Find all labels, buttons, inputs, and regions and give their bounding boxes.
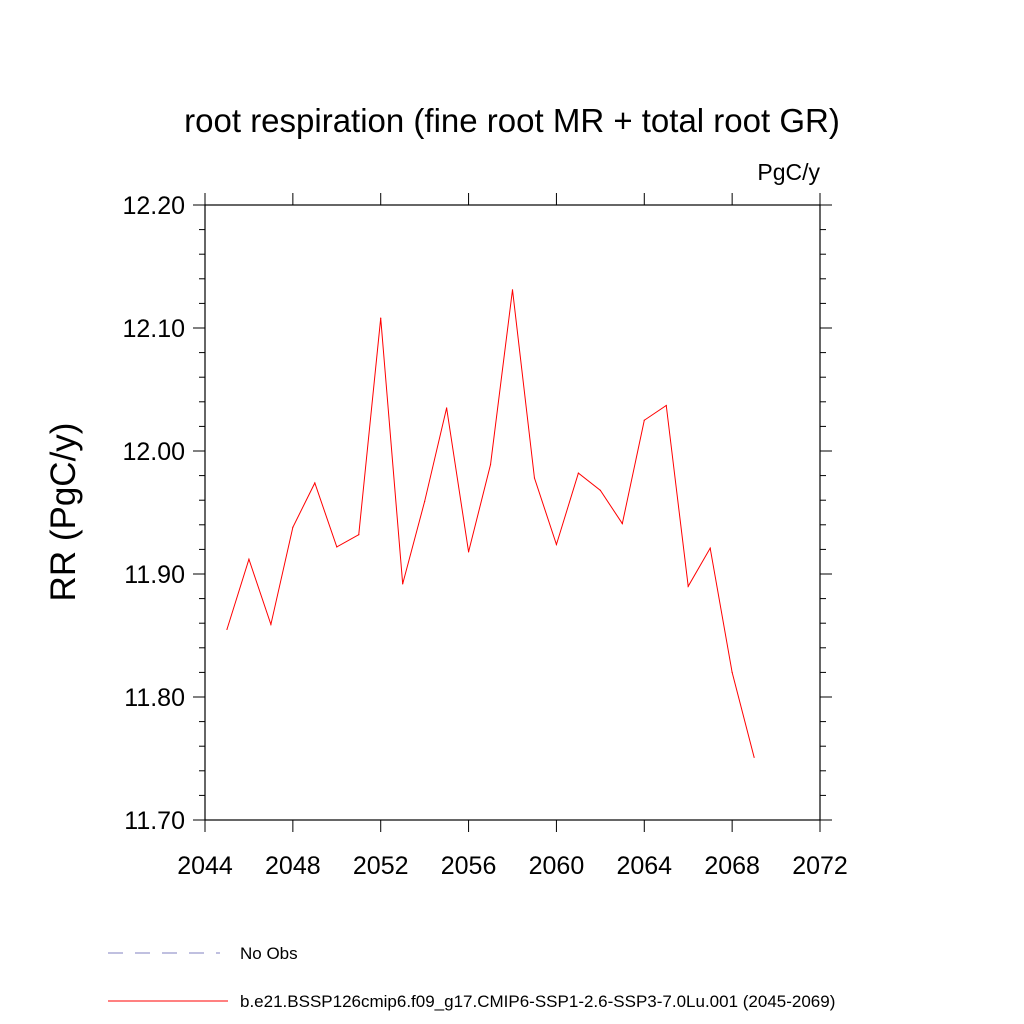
y-axis: 11.70 11.80 11.90 12.00 12.10 12.20 bbox=[122, 192, 832, 835]
chart-title: root respiration (fine root MR + total r… bbox=[184, 102, 840, 139]
x-tick-label: 2044 bbox=[177, 852, 233, 880]
data-point bbox=[621, 522, 623, 525]
data-point bbox=[511, 289, 514, 291]
data-point bbox=[599, 489, 601, 491]
data-point bbox=[248, 558, 250, 560]
x-axis: 2044 2048 2052 2056 2060 2064 2068 2072 bbox=[177, 193, 848, 880]
plot-frame bbox=[204, 204, 821, 821]
x-tick-label: 2064 bbox=[616, 852, 672, 880]
data-point bbox=[533, 477, 536, 479]
y-tick-label: 12.00 bbox=[122, 438, 185, 466]
data-point bbox=[446, 407, 448, 409]
data-point bbox=[292, 526, 294, 528]
data-point bbox=[424, 500, 426, 503]
data-point bbox=[555, 543, 558, 546]
data-point bbox=[226, 628, 228, 630]
x-tick-label: 2072 bbox=[792, 852, 848, 880]
data-point bbox=[402, 583, 404, 585]
data-point bbox=[467, 551, 470, 553]
x-tick-label: 2056 bbox=[441, 852, 497, 880]
data-point bbox=[380, 317, 382, 319]
y-tick-label: 11.80 bbox=[124, 684, 185, 712]
series-layer bbox=[226, 289, 755, 758]
data-point bbox=[314, 482, 316, 484]
x-tick-label: 2048 bbox=[265, 852, 321, 880]
data-point bbox=[731, 671, 733, 674]
series-line bbox=[226, 289, 755, 758]
data-point bbox=[577, 472, 579, 474]
data-point bbox=[665, 404, 667, 407]
units-label: PgC/y bbox=[757, 159, 820, 185]
x-tick-label: 2060 bbox=[529, 852, 585, 880]
data-point bbox=[687, 585, 689, 587]
legend: No Obs b.e21.BSSP126cmip6.f09_g17.CMIP6-… bbox=[108, 944, 835, 1011]
y-axis-label: RR (PgC/y) bbox=[44, 423, 83, 602]
data-point bbox=[709, 547, 711, 549]
x-tick-label: 2052 bbox=[353, 852, 409, 880]
legend-label-no-obs: No Obs bbox=[240, 944, 298, 963]
y-tick-label: 11.70 bbox=[124, 807, 185, 835]
x-tick-label: 2068 bbox=[704, 852, 760, 880]
data-point bbox=[270, 623, 272, 626]
legend-label-series: b.e21.BSSP126cmip6.f09_g17.CMIP6-SSP1-2.… bbox=[240, 992, 835, 1011]
data-point bbox=[336, 546, 338, 548]
y-tick-label: 12.20 bbox=[122, 192, 185, 220]
y-tick-label: 12.10 bbox=[122, 315, 185, 343]
data-point bbox=[358, 534, 360, 536]
data-point bbox=[753, 756, 755, 758]
data-point bbox=[643, 419, 645, 421]
data-point bbox=[489, 463, 492, 466]
y-tick-label: 11.90 bbox=[124, 561, 185, 589]
